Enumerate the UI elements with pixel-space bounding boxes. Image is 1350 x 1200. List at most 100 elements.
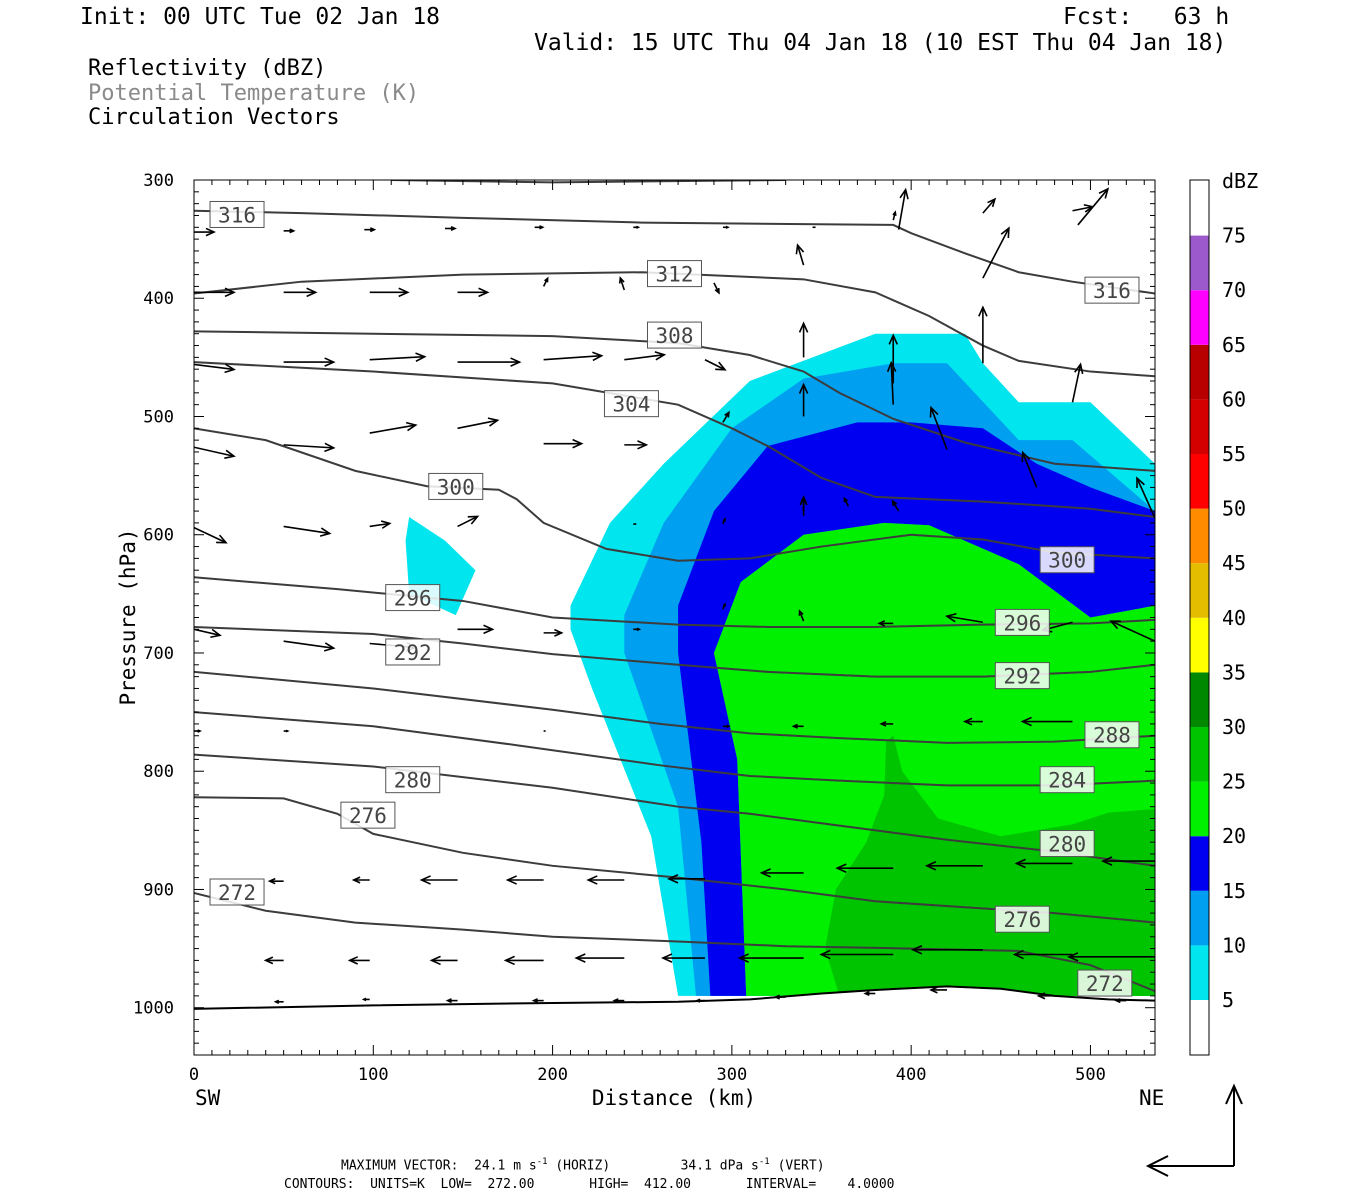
circulation-vector (863, 990, 876, 997)
contour-label-text: 300 (1048, 549, 1086, 573)
vector-head (324, 357, 336, 367)
colorbar-swatch-20 (1190, 781, 1209, 837)
vector-head (987, 197, 997, 208)
vector-shaft (194, 446, 235, 458)
vector-head (592, 351, 604, 362)
circulation-vector (1067, 952, 1155, 962)
vector-head (361, 997, 367, 1002)
circulation-vector (361, 997, 370, 1002)
vector-shaft (930, 407, 948, 450)
circulation-vector (543, 438, 584, 449)
vector-shaft (1021, 452, 1038, 488)
vector-shaft (704, 359, 726, 371)
y-tick-label: 1000 (133, 999, 174, 1019)
y-axis-label: Pressure (hPa) (116, 528, 140, 705)
colorbar-swatch-50 (1190, 454, 1209, 509)
vector-head (210, 628, 222, 639)
vector-head (724, 410, 730, 418)
vector-head (635, 225, 641, 229)
contour-label-box (647, 260, 702, 288)
vector-shaft (457, 419, 498, 430)
vector-head (450, 225, 457, 232)
circulation-vector (503, 955, 544, 966)
contour-label-box (1084, 721, 1140, 749)
vector-head (289, 228, 296, 234)
vector-shaft (1071, 364, 1082, 403)
vector-head (554, 628, 564, 637)
circulation-vector (962, 717, 983, 726)
vector-head (929, 405, 939, 418)
vector-head (380, 520, 392, 529)
circulation-vector (1101, 856, 1155, 866)
circulation-vector (267, 877, 284, 885)
vector-head (445, 998, 452, 1004)
circulation-vector (791, 723, 804, 729)
contour-info-text: CONTOURS: UNITS=K LOW= 272.00 HIGH= 412.… (284, 1177, 895, 1192)
vector-head (224, 287, 236, 298)
vector-shaft (982, 227, 1010, 279)
y-tick-label: 600 (143, 526, 174, 546)
vector-shaft (283, 640, 334, 649)
circulation-vector (924, 861, 983, 871)
circulation-vector (798, 382, 809, 417)
x-tick-labels: 0 100 200 300 400 500 (189, 1065, 1106, 1085)
legend-potential-temperature: Potential Temperature (K) (88, 81, 420, 106)
vector-shaft (369, 424, 416, 434)
vector-shaft (457, 515, 478, 528)
colorbar-label-55: 55 (1222, 442, 1246, 466)
circulation-vector (722, 517, 726, 525)
contour-label-box (603, 390, 659, 418)
vector-shaft (283, 525, 330, 535)
circulation-vector (713, 282, 720, 295)
vector-head (487, 417, 500, 427)
vector-head (1000, 226, 1010, 239)
circulation-vector (695, 998, 705, 1003)
vector-shaft (624, 353, 665, 361)
circulation-vector (531, 998, 544, 1004)
colorbar-swatch-15 (1190, 836, 1209, 891)
vector-head (1036, 992, 1046, 1000)
vector-head (369, 227, 377, 233)
contour-label-box (647, 321, 702, 349)
circulation-vector (773, 994, 786, 1000)
vector-head (924, 861, 937, 871)
circulation-vector (457, 287, 490, 298)
vector-head (798, 321, 809, 333)
vector-head (892, 210, 897, 216)
contour-label-316: 316 (209, 200, 265, 228)
circulation-vector (737, 953, 804, 963)
vector-head (544, 276, 549, 283)
contour-label-272: 272 (209, 878, 265, 906)
circulation-vector (897, 187, 909, 230)
contour-label-text: 304 (613, 393, 651, 417)
contour-label-box (428, 472, 484, 500)
circulation-vector (982, 197, 997, 214)
vector-head (795, 243, 805, 255)
isentrope-276K (194, 796, 1155, 924)
colorbar-swatch-70 (1190, 235, 1209, 291)
vector-head (1098, 187, 1110, 199)
circulation-vector (892, 210, 897, 221)
contour-label-text: 276 (349, 804, 387, 828)
contour-label-box (1077, 969, 1133, 997)
circulation-vector (543, 351, 604, 362)
vector-head (1101, 856, 1113, 866)
vector-head (1012, 949, 1024, 960)
isentrope-284K (194, 711, 1155, 787)
vector-head (899, 187, 909, 200)
circulation-vector (798, 609, 805, 622)
colorbar-swatch-45 (1190, 508, 1209, 564)
colorbar-label-50: 50 (1222, 497, 1246, 521)
contour-labels: 316 316 312 308 304 300 300 296 296 292 292 288 284 2… (209, 200, 1140, 997)
isentrope-316K (194, 209, 1155, 295)
circulation-vector (534, 225, 545, 230)
contour-label-300: 300 (1039, 546, 1095, 574)
vector-head (216, 534, 228, 544)
vector-shaft (897, 189, 907, 230)
circulation-vector (263, 956, 284, 965)
circulation-vector (704, 359, 727, 371)
vector-head (863, 990, 870, 997)
colorbar-label-65: 65 (1222, 333, 1246, 357)
vector-head (661, 953, 673, 963)
vector-head (978, 305, 988, 317)
